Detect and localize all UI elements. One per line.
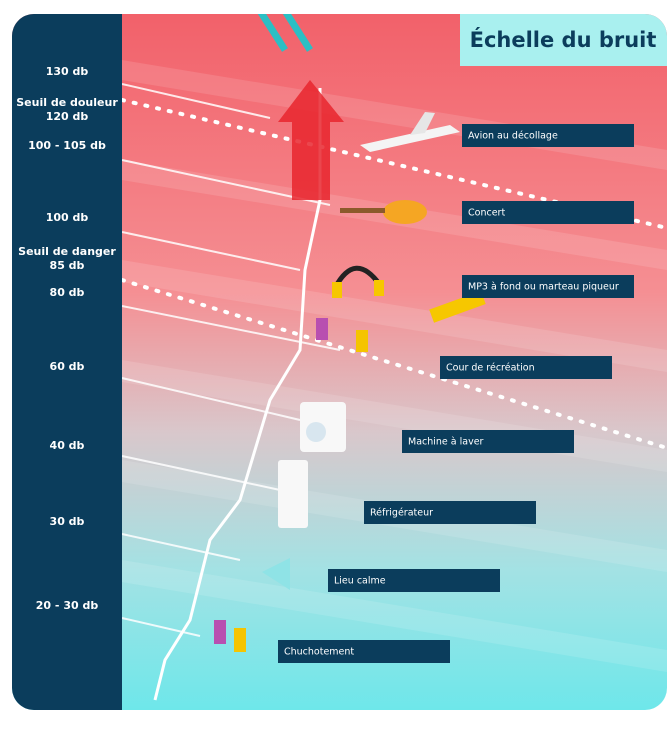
item-label: Machine à laver: [408, 437, 484, 448]
level-label: 30 db: [50, 515, 85, 528]
infographic: Échelle du bruit 130 db Seuil de douleur12…: [0, 0, 667, 738]
item-label: Lieu calme: [334, 576, 386, 587]
item-label: Cour de récréation: [446, 363, 535, 374]
level-label: Seuil de danger: [18, 245, 116, 258]
level-label: 60 db: [50, 360, 85, 373]
item-label: Réfrigérateur: [370, 508, 433, 519]
level-label: 100 - 105 db: [28, 139, 106, 152]
item-label: Chuchotement: [284, 647, 354, 658]
item-label: Concert: [468, 208, 505, 219]
item-label: Avion au décollage: [468, 131, 558, 142]
level-label: 20 - 30 db: [36, 599, 99, 612]
level-label: 100 db: [46, 211, 89, 224]
level-label: 80 db: [50, 286, 85, 299]
level-label: 120 db: [46, 110, 89, 123]
level-label: 40 db: [50, 439, 85, 452]
level-label: Seuil de douleur: [16, 96, 118, 109]
level-label: 130 db: [46, 65, 89, 78]
level-label: 85 db: [50, 259, 85, 272]
footnote: db = décibel: [28, 711, 105, 724]
item-label: MP3 à fond ou marteau piqueur: [468, 282, 619, 293]
title: Échelle du bruit: [470, 27, 657, 52]
